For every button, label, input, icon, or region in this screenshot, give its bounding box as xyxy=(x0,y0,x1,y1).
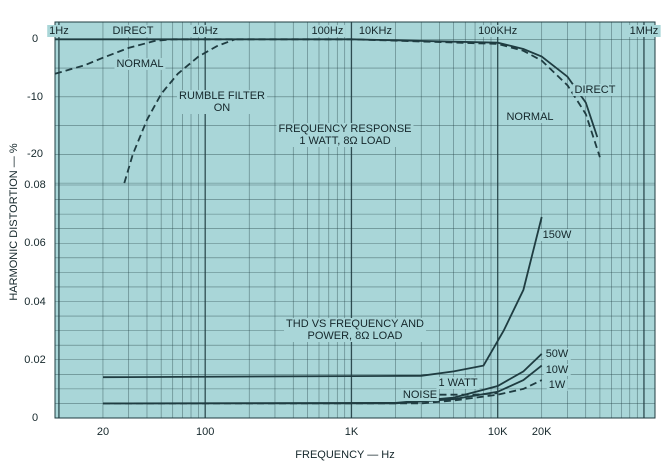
top-x-tick-label: 10KHz xyxy=(356,25,394,37)
annotation: NORMAL xyxy=(504,111,556,123)
chart-subtitle: THD VS FREQUENCY AND POWER, 8Ω LOAD xyxy=(284,318,426,342)
y-tick-label: -20 xyxy=(27,148,43,161)
top-x-tick-label: 100Hz xyxy=(309,25,346,37)
series-label: 1W xyxy=(546,379,568,391)
y-tick-label: 0 xyxy=(31,33,39,46)
x-tick-label: 20 xyxy=(96,426,110,438)
x-tick-label: 100 xyxy=(195,426,215,438)
x-tick-label: 20K xyxy=(531,426,552,438)
series-line xyxy=(439,392,498,396)
y-tick-label: 0.04 xyxy=(24,295,46,308)
series-label: NORMAL xyxy=(114,58,166,70)
series-label: DIRECT xyxy=(110,25,156,37)
top-x-tick-label: 1Hz xyxy=(47,25,71,37)
top-x-tick-label: 100KHz xyxy=(476,25,520,37)
y-axis-label: HARMONIC DISTORTION — % xyxy=(8,143,20,301)
series-label: 50W xyxy=(543,348,571,360)
series-line xyxy=(102,216,543,379)
series-label: NOISE xyxy=(400,389,440,401)
y-tick-label: -10 xyxy=(27,90,43,103)
series-line xyxy=(103,379,543,405)
y-tick-label: 0.08 xyxy=(24,179,46,191)
series-label: RUMBLE FILTER ON xyxy=(177,90,267,114)
annotation: 1 WATT xyxy=(436,377,480,389)
annotation: DIRECT xyxy=(572,84,618,96)
y-tick-label: 0.06 xyxy=(24,237,46,250)
y-tick-label: 0 xyxy=(31,412,39,424)
top-x-tick-label: 10Hz xyxy=(190,25,221,37)
series-label: 150W xyxy=(540,229,574,241)
series-line xyxy=(123,38,236,184)
series-label: 10W xyxy=(543,364,571,376)
y-tick-label: 0.02 xyxy=(24,353,46,366)
series-line xyxy=(55,38,599,138)
top-x-tick-label: 1MHz xyxy=(627,25,661,37)
chart-subtitle: FREQUENCY RESPONSE 1 WATT, 8Ω LOAD xyxy=(276,123,414,147)
series-line xyxy=(54,38,601,158)
x-tick-label: 10K xyxy=(487,426,508,438)
x-tick-label: 1K xyxy=(344,426,359,438)
x-axis-label: FREQUENCY — Hz xyxy=(295,449,395,461)
